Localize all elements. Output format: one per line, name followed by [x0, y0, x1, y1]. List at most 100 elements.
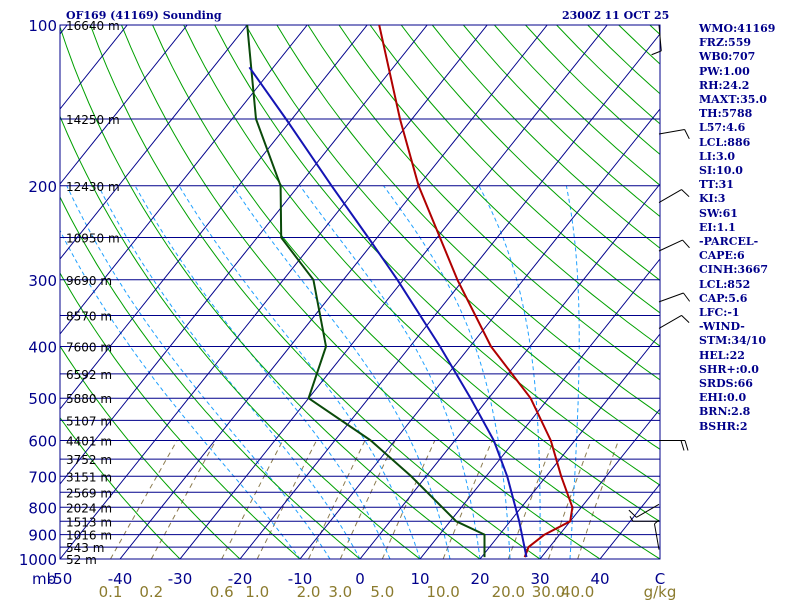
dry-adiabat	[338, 25, 660, 347]
index-item: FRZ:559	[699, 36, 752, 50]
index-item: TH:5788	[699, 107, 753, 121]
moist-adiabat	[60, 229, 301, 559]
index-item: HEL:22	[699, 348, 745, 362]
mixing-ratio-unit-label: g/kg	[644, 583, 677, 600]
temperature-tick-label: -40	[108, 570, 133, 588]
wind-barb-staff	[658, 239, 683, 252]
wind-barb-staff	[636, 503, 660, 518]
index-item: EHI:0.0	[699, 391, 747, 405]
temperature-tick-label: 20	[470, 570, 489, 588]
isotherm-line	[299, 108, 660, 559]
pressure-tick-label: 200	[28, 178, 57, 196]
height-label: 6592 m	[66, 368, 112, 382]
mixing-ratio-tick-label: 0.1	[99, 583, 123, 600]
height-label: 14250 m	[66, 113, 120, 127]
wind-barb	[658, 189, 690, 203]
wind-barb-staff	[658, 24, 662, 51]
mixing-ratio-tick-label: 3.0	[328, 583, 352, 600]
wind-barb-flag	[680, 440, 685, 451]
isotherm-line	[60, 25, 368, 410]
index-item: SHR+:0.0	[699, 362, 759, 376]
wind-barb	[629, 516, 659, 522]
index-item: RH:24.2	[699, 78, 750, 92]
index-item: -WIND-	[699, 320, 745, 334]
dry-adiabat	[431, 25, 660, 249]
index-item: STM:34/10	[699, 334, 766, 348]
pressure-tick-label: 500	[28, 390, 57, 408]
index-item: -PARCEL-	[699, 235, 759, 249]
index-item: CINH:3667	[699, 263, 769, 277]
dry-adiabats	[60, 25, 660, 559]
dry-adiabat	[60, 195, 361, 559]
index-item: WMO:41169	[699, 22, 776, 35]
height-label: 5880 m	[66, 392, 112, 406]
station-title: OF169 (41169) Sounding	[66, 9, 222, 22]
height-label: 1513 m	[66, 515, 112, 529]
mixing-ratio-tick-label: 0.6	[210, 583, 234, 600]
height-label: 4401 m	[66, 435, 112, 449]
moist-adiabat	[178, 185, 421, 559]
dry-adiabat	[60, 345, 241, 559]
isotherm-line	[479, 333, 660, 559]
temperature-tick-label: 0	[355, 570, 365, 588]
isotherm-line	[179, 25, 608, 559]
wind-barb-staff	[653, 523, 660, 550]
height-label: 9690 m	[66, 274, 112, 288]
pressure-tick-label: 1000	[19, 551, 57, 569]
wind-barb-flag	[651, 50, 662, 56]
plot-border	[59, 24, 661, 560]
index-item: SW:61	[699, 206, 738, 220]
stability-indices-panel: WMO:41169 FRZ:559 WB0:707 PW:1.00 RH:24.2 MAX…	[699, 22, 775, 434]
index-item: LFC:-1	[699, 306, 740, 320]
height-label: 3752 m	[66, 453, 112, 467]
wind-barb-flag	[684, 129, 690, 140]
dry-adiabat	[369, 25, 660, 314]
wind-barb-flag	[629, 516, 634, 522]
dry-adiabat	[60, 114, 421, 559]
moist-adiabat	[383, 185, 511, 559]
dry-adiabat	[307, 25, 660, 381]
index-item: PW:1.00	[699, 64, 750, 78]
mixing-ratio-tick-label: 1.0	[245, 583, 269, 600]
pressure-tick-label: 900	[28, 527, 57, 545]
wind-barb-flag	[684, 440, 689, 451]
index-item: LCL:852	[699, 277, 751, 291]
height-label: 8570 m	[66, 310, 112, 324]
wind-barb	[653, 519, 660, 550]
wind-barb	[658, 292, 691, 303]
index-item: L57:4.6	[699, 121, 746, 135]
height-label: 3151 m	[66, 470, 112, 484]
dry-adiabat	[89, 25, 541, 559]
index-item: SRDS:66	[699, 377, 753, 391]
temperature-tick-label: 40	[590, 570, 609, 588]
dry-adiabat	[60, 272, 301, 559]
moist-adiabat	[134, 185, 391, 559]
isotherm-line	[60, 25, 488, 559]
index-item: LI:3.0	[699, 149, 736, 163]
wind-barb-staff	[658, 292, 684, 303]
parcel-trace	[248, 66, 528, 558]
wind-barb	[651, 24, 662, 56]
height-label: 7600 m	[66, 341, 112, 355]
index-item: BRN:2.8	[699, 405, 751, 419]
index-item: EI:1.1	[699, 220, 736, 234]
moist-adiabat	[232, 185, 451, 559]
temperature-tick-label: 10	[410, 570, 429, 588]
height-label: 1016 m	[66, 529, 112, 543]
temperature-tick-label: -50	[48, 570, 73, 588]
moist-adiabat	[97, 185, 361, 559]
mixing-ratio-line	[577, 440, 619, 559]
temperature-tick-label: -30	[168, 570, 193, 588]
wind-barb	[658, 239, 690, 252]
temperature-tick-label: -10	[288, 570, 313, 588]
pressure-tick-label: 600	[28, 433, 57, 451]
index-item: SI:10.0	[699, 164, 743, 178]
height-label: 52 m	[66, 553, 97, 567]
isotherm-line	[359, 183, 660, 559]
dry-adiabat	[400, 25, 660, 281]
wind-barb-flag	[654, 519, 660, 525]
mixing-ratio-tick-label: 40.0	[561, 583, 594, 600]
mixing-ratio-line	[221, 440, 284, 559]
